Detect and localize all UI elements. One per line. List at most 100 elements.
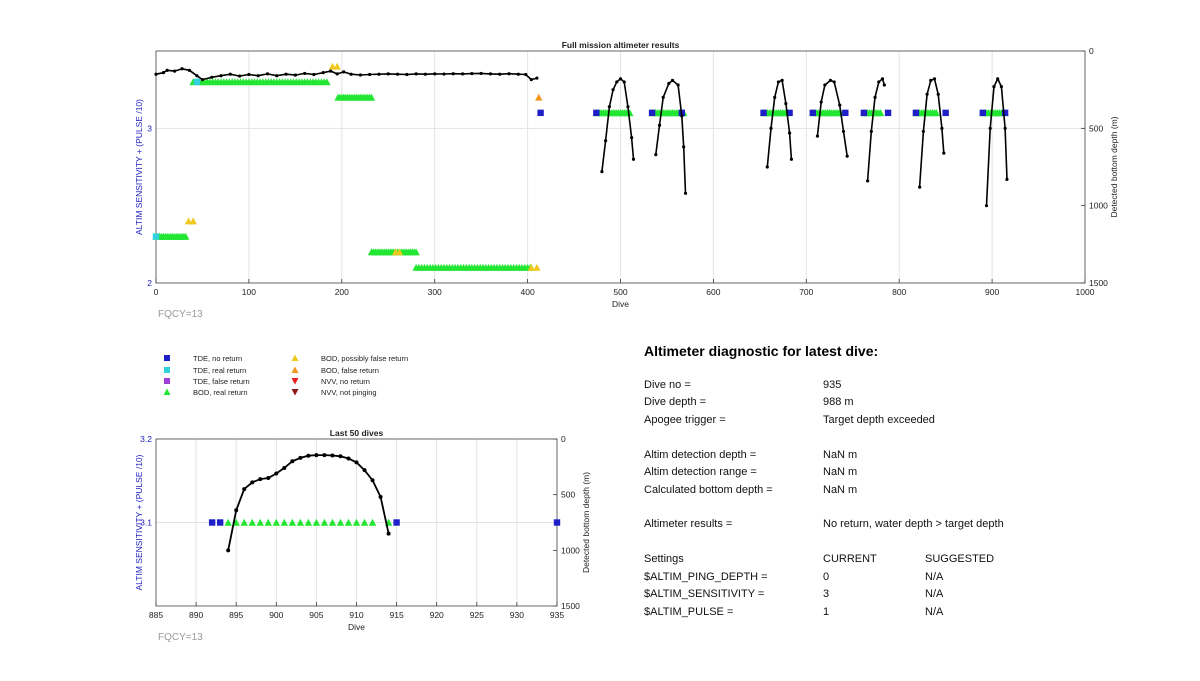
legend-label: BOD, possibly false return [321, 354, 408, 363]
mission-xtick-label: 300 [428, 287, 442, 297]
mission-depth-line [816, 79, 848, 157]
mission-depth-point [187, 68, 192, 72]
mission-depth-point [600, 170, 604, 174]
mission-depth-point [349, 72, 353, 76]
diagnostic-value: 935 [823, 379, 842, 391]
mission-depth-line [655, 79, 687, 194]
legend-marker [163, 388, 171, 395]
mission-depth-point [630, 136, 634, 140]
last50-depth-point [290, 459, 295, 464]
mission-depth-point [414, 72, 418, 76]
mission-depth-point [984, 204, 989, 208]
mission-depth-point [312, 72, 316, 77]
mission-depth-point [1003, 126, 1007, 130]
mission-point-bod_real_return [412, 248, 420, 256]
mission-depth-point [828, 78, 833, 82]
last50-point-bod_real_return [240, 518, 248, 526]
mission-depth-point [265, 72, 270, 76]
diagnostic-value: No return, water depth > target depth [823, 518, 1004, 530]
mission-depth-point [776, 80, 781, 84]
mission-depth-point [765, 165, 769, 169]
mission-depth-point [683, 191, 688, 195]
mission-point-bod_possibly_false [533, 263, 541, 271]
legend-label: TDE, false return [193, 377, 250, 386]
last50-point-tde_no_return [216, 519, 224, 526]
last50-depth-point [258, 477, 263, 482]
mission-xtick-label: 0 [154, 287, 159, 297]
mission-depth-point [604, 139, 608, 143]
mission-point-bod_real_return [932, 109, 941, 117]
mission-depth-point [815, 134, 820, 138]
mission-depth-point [358, 73, 362, 77]
setting-name: $ALTIM_SENSITIVITY = [644, 588, 765, 600]
mission-depth-point [921, 129, 925, 134]
mission-point-tde_real_return [152, 233, 160, 240]
mission-depth-point [1005, 177, 1009, 181]
last50-point-bod_real_return [368, 518, 377, 526]
mission-xlabel: Dive [612, 299, 629, 309]
mission-depth-point [657, 123, 662, 127]
mission-point-tde_no_return [860, 109, 868, 117]
setting-current: 1 [823, 606, 830, 618]
mission-depth-point [442, 72, 446, 76]
setting-current: 0 [823, 571, 830, 583]
mission-depth-point [256, 74, 260, 78]
settings-header-current: CURRENT [823, 553, 877, 565]
mission-depth-point [942, 151, 946, 155]
mission-point-tde_no_return [593, 109, 600, 117]
legend-marker [291, 366, 299, 373]
last50-depth-point [282, 465, 287, 470]
last50-depth-point [330, 453, 335, 458]
mission-point-bod_possibly_false [333, 62, 341, 70]
mission-depth-point [929, 78, 933, 82]
diagnostic-value: NaN m [823, 484, 858, 496]
mission-point-bod_real_return [182, 232, 190, 240]
mission-depth-point [784, 101, 788, 106]
mission-point-bod_false_return [535, 93, 543, 101]
last50-xtick-label: 925 [470, 610, 484, 620]
last50-depth-point [234, 508, 239, 513]
last50-depth-point [386, 531, 391, 536]
settings-header-label: Settings [644, 553, 684, 565]
mission-point-bod_real_return [323, 78, 331, 86]
last50-depth-point [346, 456, 351, 461]
mission-depth-line [918, 77, 945, 188]
mission-point-tde_no_return [942, 109, 949, 117]
mission-depth-point [247, 72, 251, 77]
mission-depth-point [618, 77, 623, 81]
diagnostic-value: NaN m [823, 449, 858, 461]
diagnostic-value: NaN m [823, 466, 858, 478]
mission-ytick-right-label: 1000 [1089, 201, 1108, 211]
mission-depth-line [985, 76, 1008, 206]
legend-label: BOD, false return [321, 366, 379, 375]
mission-depth-point [405, 72, 409, 77]
last50-ytick-label: 3.2 [140, 434, 152, 444]
last50-depth-point [274, 471, 279, 476]
last50-ylabel-right: Detected bottom depth (m) [581, 472, 591, 573]
legend-marker [164, 378, 170, 384]
legend-label: TDE, real return [193, 366, 246, 375]
mission-depth-point [219, 74, 223, 78]
mission-depth-point [661, 95, 665, 99]
last50-xtick-label: 885 [149, 610, 163, 620]
mission-depth-point [832, 80, 836, 84]
mission-depth-point [470, 71, 474, 76]
mission-depth-point [284, 72, 288, 76]
mission-depth-point [386, 72, 390, 76]
mission-depth-point [615, 80, 619, 84]
mission-depth-point [451, 72, 455, 76]
last50-point-bod_real_return [312, 518, 321, 526]
mission-xtick-label: 900 [985, 287, 999, 297]
mission-depth-point [275, 74, 279, 78]
last50-xtick-label: 935 [550, 610, 564, 620]
mission-depth-point [342, 70, 346, 74]
mission-depth-point [210, 75, 214, 79]
mission-depth-point [918, 185, 922, 189]
last50-ytick-right-label: 1000 [561, 545, 580, 555]
mission-point-bod_real_return [367, 93, 376, 101]
mission-depth-point [180, 67, 184, 71]
setting-name: $ALTIM_PULSE = [644, 606, 734, 618]
last50-depth-point [250, 480, 255, 485]
last50-xtick-label: 930 [510, 610, 524, 620]
